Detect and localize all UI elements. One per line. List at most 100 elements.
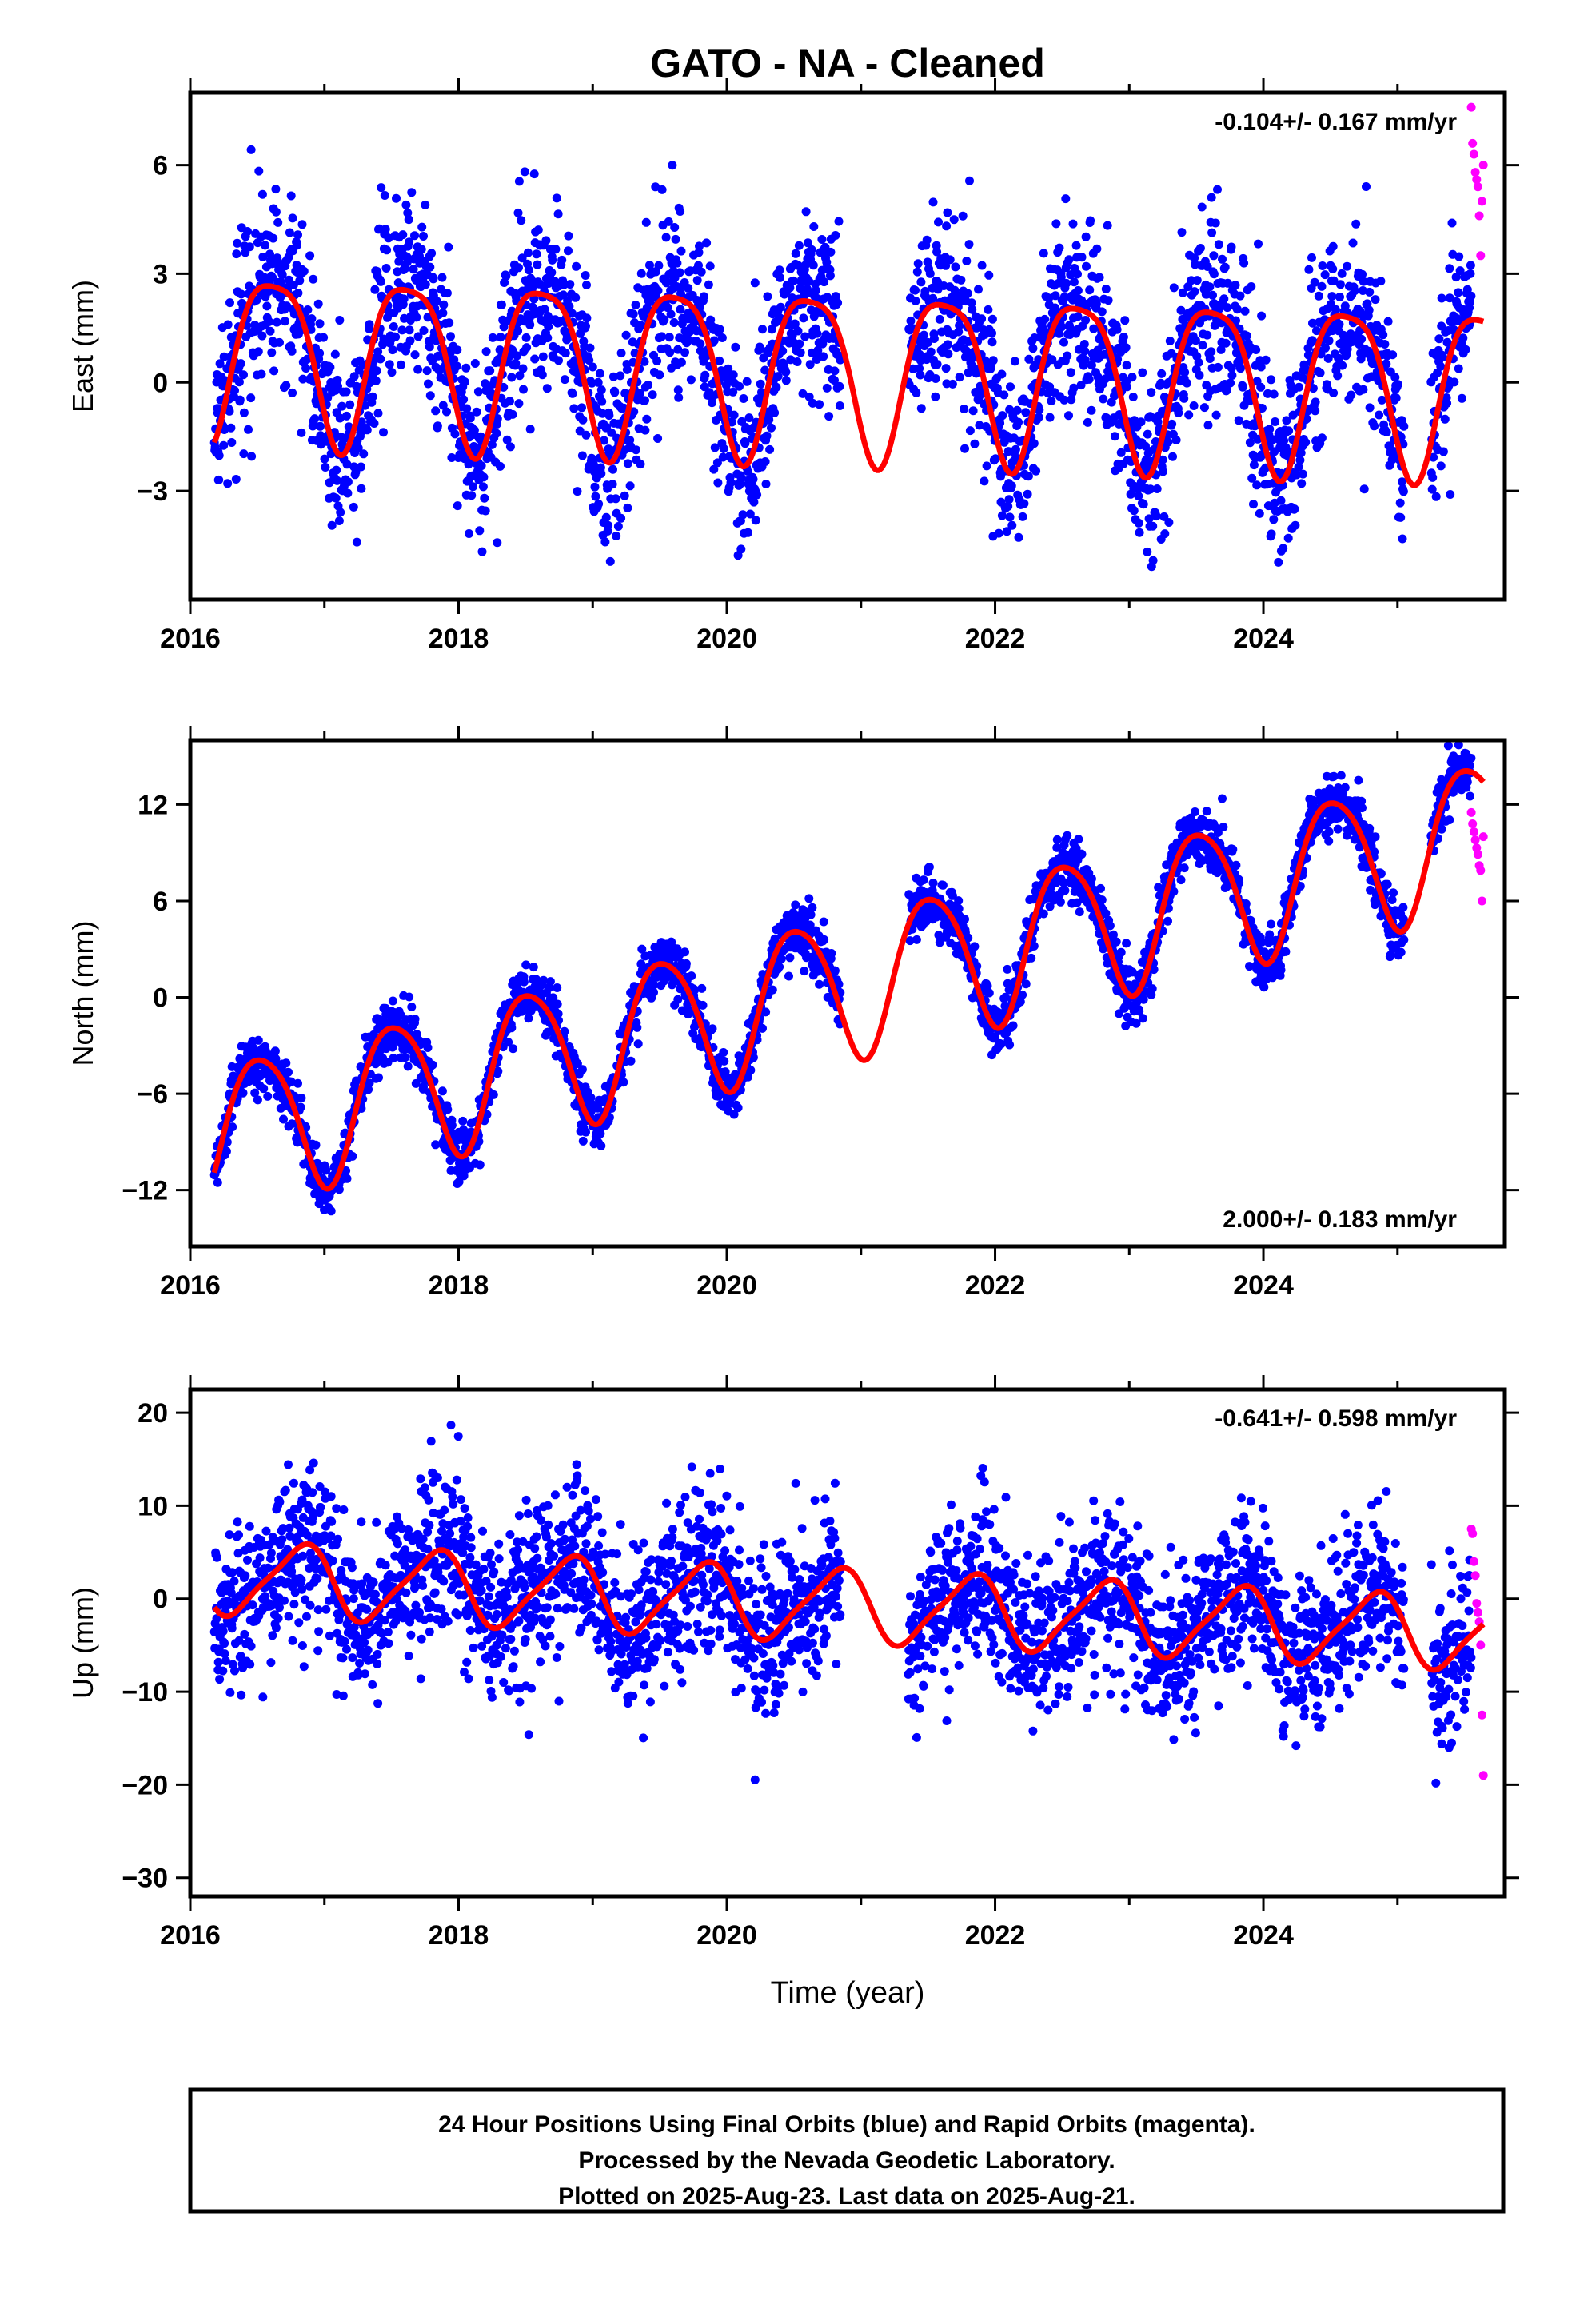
east-final-point	[243, 227, 252, 236]
north-final-point	[699, 1001, 708, 1010]
north-final-point	[1009, 1022, 1018, 1030]
east-final-point	[1239, 259, 1248, 268]
east-final-point	[1215, 240, 1223, 249]
north-final-point	[925, 863, 934, 871]
east-final-point	[1384, 317, 1393, 326]
north-final-point	[529, 963, 538, 971]
east-final-point	[749, 475, 758, 484]
north-final-point	[448, 1121, 457, 1130]
east-final-point	[1019, 512, 1027, 521]
east-final-point	[543, 333, 552, 342]
east-final-point	[425, 263, 434, 272]
east-final-point	[1454, 288, 1462, 297]
east-final-point	[1130, 506, 1139, 515]
east-final-point	[591, 492, 600, 501]
north-final-point	[682, 959, 691, 968]
east-final-point	[969, 406, 978, 415]
east-final-point	[417, 223, 426, 232]
north-final-point	[960, 915, 969, 923]
north-final-point	[509, 1044, 517, 1053]
east-final-point	[1055, 244, 1064, 253]
east-final-point	[1365, 288, 1374, 297]
east-final-point	[597, 385, 606, 394]
east-final-point	[1214, 363, 1223, 372]
east-final-point	[370, 285, 379, 294]
east-final-point	[1399, 487, 1408, 496]
east-final-point	[676, 207, 684, 216]
east-final-point	[1255, 509, 1264, 518]
east-final-point	[1437, 461, 1446, 470]
east-final-point	[524, 249, 533, 257]
east-final-point	[610, 388, 619, 397]
east-final-point	[1226, 379, 1235, 388]
east-final-point	[533, 261, 541, 269]
east-final-point	[1005, 495, 1014, 504]
east-final-point	[337, 402, 346, 411]
east-final-point	[823, 384, 832, 393]
east-final-point	[731, 343, 740, 352]
east-final-point	[526, 425, 535, 433]
east-final-point	[1394, 380, 1402, 389]
east-final-point	[421, 201, 429, 209]
east-final-point	[1236, 364, 1245, 373]
east-final-point	[1336, 280, 1345, 289]
east-final-point	[833, 298, 842, 307]
east-final-point	[1252, 480, 1261, 489]
north-final-point	[411, 1015, 420, 1023]
east-final-point	[538, 370, 547, 379]
east-final-point	[1195, 371, 1204, 380]
east-final-point	[1251, 345, 1260, 354]
east-final-point	[230, 386, 239, 395]
east-final-point	[1147, 388, 1155, 397]
east-final-point	[564, 246, 573, 255]
east-final-point	[522, 333, 531, 342]
east-final-point	[223, 479, 232, 488]
north-final-point	[804, 894, 813, 903]
east-final-point	[668, 161, 676, 169]
east-final-point	[1168, 452, 1177, 461]
north-final-point	[920, 875, 928, 884]
east-final-point	[1392, 393, 1401, 402]
east-final-point	[429, 274, 437, 283]
east-final-point	[1074, 286, 1083, 295]
north-final-point	[708, 1024, 717, 1033]
east-final-point	[655, 370, 664, 379]
east-final-point	[581, 321, 590, 330]
east-final-point	[530, 355, 539, 364]
north-final-point	[687, 971, 696, 980]
east-final-point	[623, 365, 632, 374]
east-final-point	[388, 368, 397, 377]
east-final-point	[752, 491, 761, 500]
east-final-point	[1357, 335, 1366, 344]
east-final-point	[1445, 264, 1454, 273]
east-final-point	[1428, 473, 1437, 482]
north-final-point	[579, 1137, 588, 1146]
east-final-point	[1011, 357, 1019, 365]
east-final-point	[561, 375, 569, 384]
east-final-point	[1329, 242, 1338, 251]
east-final-point	[547, 268, 556, 277]
east-final-point	[534, 225, 543, 234]
east-final-point	[730, 411, 739, 420]
east-final-point	[1184, 410, 1193, 419]
east-final-point	[232, 475, 241, 484]
east-final-point	[727, 478, 736, 487]
east-final-point	[657, 332, 666, 341]
east-final-point	[672, 235, 680, 244]
east-final-point	[654, 286, 663, 295]
east-final-point	[1219, 294, 1228, 303]
east-final-point	[830, 366, 839, 375]
east-final-point	[293, 241, 301, 249]
east-final-point	[758, 325, 767, 333]
east-final-point	[672, 259, 681, 268]
east-final-point	[257, 332, 266, 341]
east-final-point	[331, 350, 340, 359]
east-final-point	[370, 419, 379, 428]
east-final-point	[794, 327, 803, 336]
east-final-point	[1371, 295, 1380, 304]
east-final-point	[517, 216, 525, 225]
east-final-point	[443, 289, 452, 297]
east-final-point	[1396, 499, 1405, 508]
east-final-point	[998, 411, 1007, 420]
